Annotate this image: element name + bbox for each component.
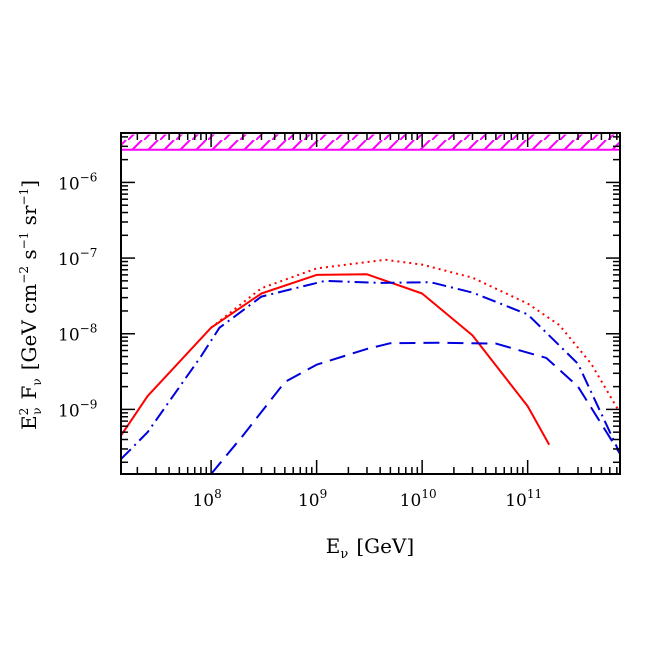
flux-limit-band: [121, 134, 620, 151]
axis-ticks: [121, 133, 620, 474]
x-tick-labels: 108 109 1010 1011: [192, 487, 542, 511]
x-tick-label: 1011: [505, 487, 542, 511]
x-tick-label: 108: [192, 487, 221, 511]
x-axis-label: Eν [GeV]: [326, 534, 414, 562]
band-hatch: [121, 134, 620, 150]
y-tick-label: 10−7: [58, 246, 97, 270]
series-line-solid: [121, 273, 551, 446]
plot-frame: [120, 132, 621, 475]
x-tick-label: 1010: [400, 487, 437, 511]
series-layer: [121, 258, 620, 474]
y-tick-label: 10−8: [58, 322, 97, 346]
y-tick-label: 10−9: [58, 397, 97, 421]
series-line-dashed: [210, 341, 620, 474]
x-tick-label: 109: [298, 487, 327, 511]
y-tick-labels: 10−9 10−8 10−7 10−6: [58, 170, 97, 421]
series-line-dashdot: [121, 279, 620, 460]
y-axis-label: E2νFν[GeV cm−2 s−1 sr−1]: [17, 180, 44, 430]
y-tick-label: 10−6: [58, 170, 97, 194]
